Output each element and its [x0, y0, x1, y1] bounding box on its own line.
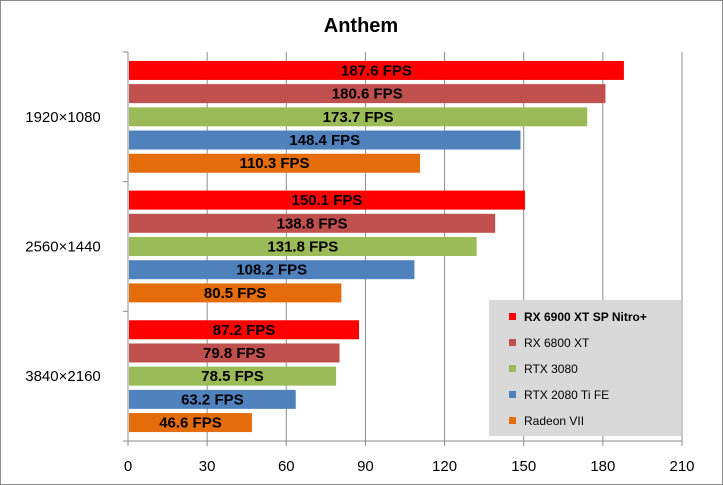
data-label: 138.8 FPS [277, 215, 348, 232]
bar [129, 107, 588, 127]
data-label: 180.6 FPS [332, 86, 403, 103]
legend-swatch [509, 313, 516, 320]
bar [129, 84, 606, 104]
bar [129, 283, 342, 303]
bar [129, 366, 337, 386]
data-labels: 187.6 FPS 180.6 FPS 173.7 FPS 148.4 FPS 110.… [159, 62, 412, 431]
bar [129, 389, 296, 409]
bar-group [129, 60, 624, 433]
bar [129, 190, 525, 210]
x-tick-label: 150 [511, 458, 536, 475]
data-label: 46.6 FPS [159, 415, 222, 432]
legend-swatch [509, 365, 516, 372]
chart-title: Anthem [324, 15, 398, 37]
legend-swatch [509, 391, 516, 398]
legend: RX 6900 XT SP Nitro+ RX 6800 XT RTX 3080 RT… [489, 300, 681, 436]
legend-label: RX 6900 XT SP Nitro+ [524, 310, 647, 324]
data-label: 150.1 FPS [292, 192, 363, 209]
category-label: 1920×1080 [25, 109, 101, 126]
bar [129, 130, 521, 150]
axes: 0 30 60 90 120 150 180 210 1920×1080 2560×1440 384… [25, 51, 695, 475]
category-label: 2560×1440 [25, 239, 101, 256]
bar [129, 213, 496, 233]
x-tick-label: 180 [590, 458, 615, 475]
data-label: 63.2 FPS [181, 391, 244, 408]
bar [129, 320, 360, 340]
bar [129, 153, 420, 173]
x-tick-label: 60 [278, 458, 295, 475]
x-tick-label: 0 [124, 458, 132, 475]
bar [129, 60, 624, 80]
legend-swatch [509, 339, 516, 346]
bar [129, 260, 415, 280]
data-label: 187.6 FPS [341, 62, 412, 79]
x-tick-label: 120 [432, 458, 457, 475]
category-label: 3840×2160 [25, 368, 101, 385]
data-label: 79.8 FPS [203, 345, 266, 362]
data-label: 148.4 FPS [289, 132, 360, 149]
x-tick-label: 30 [199, 458, 216, 475]
legend-label: RTX 2080 Ti FE [524, 388, 609, 402]
data-label: 110.3 FPS [239, 155, 309, 172]
legend-box [489, 300, 681, 436]
data-label: 78.5 FPS [201, 368, 264, 385]
legend-label: RX 6800 XT [524, 336, 590, 350]
data-label: 108.2 FPS [236, 262, 307, 279]
x-tick-label: 210 [669, 458, 694, 475]
data-label: 80.5 FPS [204, 285, 267, 302]
legend-swatch [509, 417, 516, 424]
x-tick-label: 90 [357, 458, 374, 475]
bar [129, 413, 252, 433]
data-label: 173.7 FPS [323, 109, 394, 126]
legend-label: Radeon VII [524, 414, 584, 428]
data-label: 87.2 FPS [213, 322, 276, 339]
legend-label: RTX 3080 [524, 362, 578, 376]
data-label: 131.8 FPS [267, 239, 338, 256]
bar [129, 343, 340, 363]
bar [129, 237, 477, 256]
